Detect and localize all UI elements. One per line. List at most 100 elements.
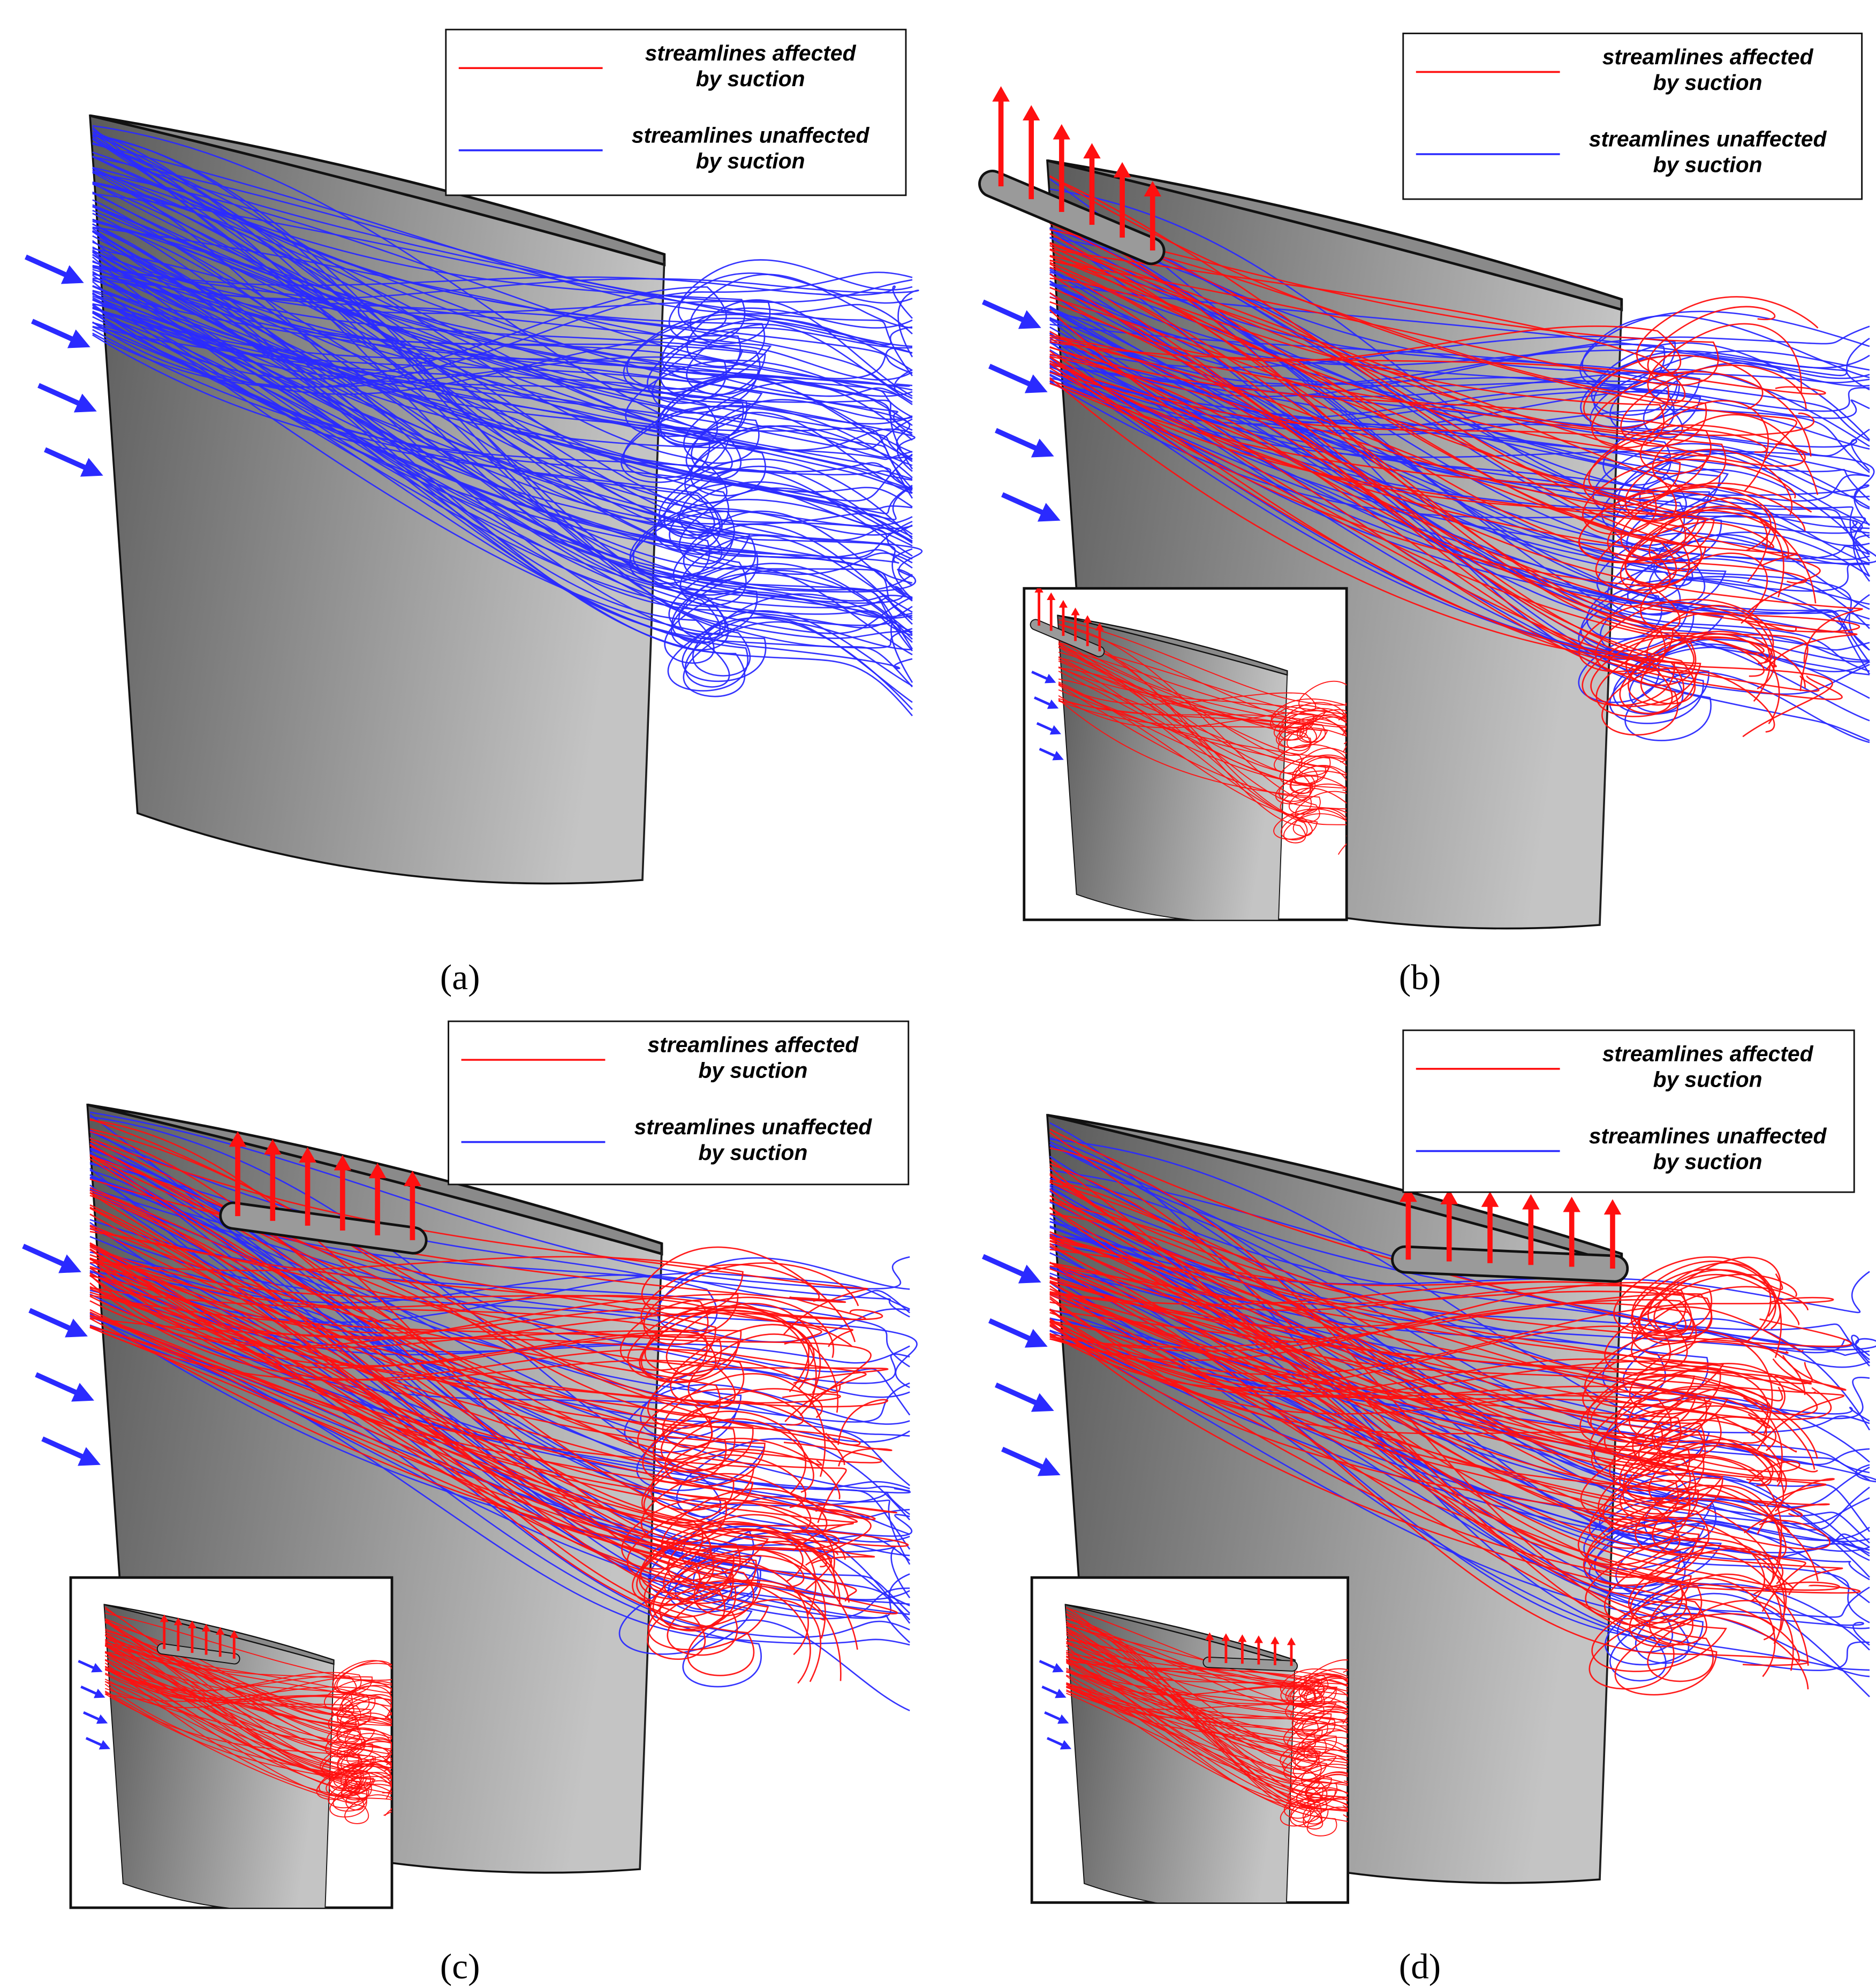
streamline (1066, 1623, 1348, 1709)
streamline (1049, 280, 1876, 565)
streamline (1049, 382, 1820, 692)
streamline (89, 1194, 805, 1618)
streamline (1058, 684, 1347, 802)
streamline (1049, 1237, 1772, 1504)
streamline (89, 1155, 823, 1471)
suction-slot (1030, 619, 1105, 657)
streamline (1066, 1660, 1348, 1697)
streamline (1058, 642, 1347, 736)
panel-caption: (b) (1399, 957, 1441, 997)
streamline (105, 1693, 392, 1707)
inflow-arrow (28, 1308, 88, 1338)
streamline (1058, 667, 1346, 773)
inflow-arrow (41, 1436, 101, 1466)
legend-text: by suction (696, 66, 805, 91)
streamline (1058, 683, 1347, 786)
streamline (1049, 242, 1767, 506)
streamline (1049, 331, 1775, 736)
streamline (1049, 1200, 1817, 1438)
streamline (1049, 335, 1819, 495)
streamline (92, 223, 913, 602)
streamline (1066, 1628, 1348, 1812)
streamline (1049, 1213, 1830, 1534)
streamline (1058, 671, 1347, 805)
legend-text: streamlines affected (1602, 1041, 1814, 1066)
streamline (1049, 1320, 1784, 1512)
streamline (1049, 363, 1843, 700)
streamline (1049, 346, 1860, 633)
streamline (1049, 286, 1765, 715)
streamline (1049, 1237, 1840, 1595)
streamline (92, 293, 913, 560)
streamline (1049, 243, 1815, 436)
legend-text: by suction (1653, 70, 1762, 95)
streamline (1049, 1265, 1773, 1436)
streamline (92, 279, 913, 710)
streamline (92, 269, 919, 358)
streamline (104, 1659, 392, 1750)
streamline (104, 1690, 392, 1824)
streamline (92, 125, 913, 494)
streamline (1049, 259, 1793, 522)
streamline (1049, 356, 1789, 563)
streamline (1049, 1272, 1870, 1531)
streamline (1049, 267, 1833, 738)
streamline (89, 1264, 820, 1347)
streamline (104, 1660, 392, 1694)
streamline (92, 199, 913, 578)
inflow-arrow (995, 1382, 1054, 1412)
streamline (1049, 248, 1802, 404)
streamline (104, 1651, 392, 1811)
streamline (1049, 1166, 1818, 1415)
legend-text: by suction (698, 1058, 807, 1083)
legend-box (1402, 32, 1863, 200)
streamline (1065, 1683, 1348, 1762)
panel (25, 114, 923, 885)
streamline (1049, 1163, 1809, 1690)
inflow-arrow (1031, 671, 1056, 684)
streamline (1066, 1661, 1348, 1774)
streamline (89, 1208, 850, 1603)
streamline (89, 1111, 910, 1290)
inflow-arrow (78, 1660, 103, 1673)
inflow-arrow (1044, 1711, 1069, 1724)
streamline (1066, 1624, 1348, 1721)
streamline (92, 193, 913, 377)
inflow-arrow (982, 1254, 1041, 1284)
streamline (1049, 1122, 1870, 1671)
streamline (92, 310, 913, 651)
legend-text: by suction (1653, 1067, 1762, 1091)
streamline (1049, 245, 1812, 559)
streamline (89, 1154, 810, 1390)
streamline (1049, 1207, 1803, 1517)
streamline (92, 181, 913, 565)
streamline (92, 254, 913, 602)
streamline (1049, 277, 1817, 604)
streamline (1049, 1329, 1876, 1483)
streamline (92, 273, 913, 490)
streamline (89, 1258, 857, 1602)
legend-text: by suction (1653, 153, 1762, 177)
streamline (1049, 1181, 1818, 1466)
streamline (89, 1274, 836, 1596)
streamline (1049, 1321, 1809, 1666)
streamline (1049, 373, 1870, 652)
inset-content (1030, 588, 1347, 920)
streamline (104, 1645, 392, 1778)
streamline (105, 1632, 392, 1809)
streamline (1049, 1243, 1782, 1358)
streamline (1058, 643, 1347, 756)
streamline (1049, 355, 1768, 631)
streamline (89, 1268, 842, 1681)
inset (1039, 1604, 1348, 1903)
streamline (92, 142, 913, 504)
trailing-edge (1278, 673, 1288, 920)
streamline (89, 1207, 828, 1565)
streamline (92, 205, 913, 464)
streamline (1049, 1294, 1775, 1696)
streamline (92, 311, 913, 514)
streamline (89, 1257, 898, 1615)
legend-box (445, 28, 907, 196)
streamline (89, 1140, 835, 1583)
